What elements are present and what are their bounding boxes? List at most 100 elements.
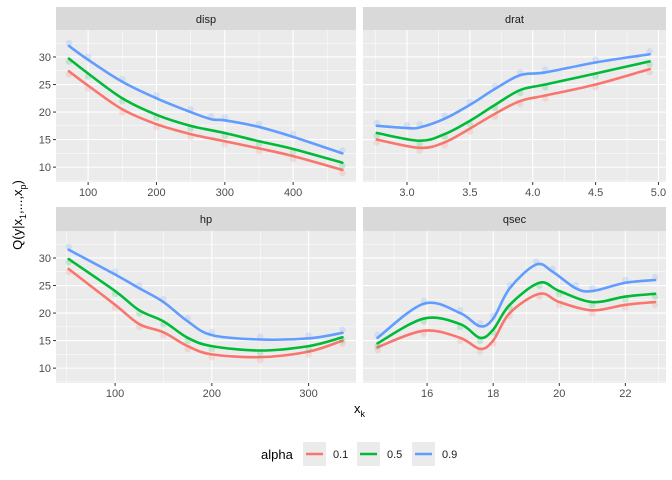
data-point [416,147,423,155]
strip-background [363,207,666,231]
data-point [456,306,464,314]
x-tick-label: 100 [79,187,97,199]
data-point [257,333,264,340]
x-tick-label: 3.0 [399,187,414,199]
data-point [257,356,264,364]
data-point [456,337,464,345]
data-point [305,332,312,339]
data-point [441,142,448,149]
data-point [489,340,497,347]
quantile-line-0.5-qsec [376,281,657,345]
data-point [651,301,659,309]
y-tick-label: 20 [39,308,51,320]
data-point [416,140,423,147]
strip-background [56,7,356,30]
data-point [187,125,194,133]
data-point [466,128,474,135]
quantile-line-0.1-hp [67,267,344,359]
data-point [592,84,599,91]
y-tick-label: 20 [39,107,51,119]
facet-hp: hp 10 15 20 25 30 100 200 300 [39,207,356,400]
x-tick-label: 20 [553,388,565,400]
data-point [536,282,543,289]
data-point [441,133,448,141]
data-point [207,113,215,120]
strip-background [363,7,666,30]
data-point [208,345,216,353]
data-point [646,48,653,55]
strip-label: disp [196,14,216,26]
data-point [491,82,499,90]
data-point [119,98,126,105]
data-point [506,304,513,311]
data-point [208,328,216,336]
data-point [339,340,346,347]
quantile-line-0.1-drat [375,67,651,150]
data-point [491,113,499,120]
data-point [65,71,73,78]
data-point [476,320,484,327]
facet-qsec: qsec 16 18 20 22 [363,207,666,400]
y-tick-label: 30 [39,52,51,64]
x-tick-label: 5.0 [651,187,666,199]
data-point [542,84,549,91]
quantile-line-0.5-drat [375,60,651,142]
data-point [506,282,513,289]
quantile-line-0.1-disp [67,70,344,172]
x-axis-title: xk [354,401,366,419]
strip-label: drat [505,14,524,26]
data-point [420,318,427,325]
data-point [111,268,119,275]
data-point [516,68,524,76]
data-point [403,121,411,129]
data-point [572,282,579,289]
x-tick-label: 22 [619,388,631,400]
data-point [476,337,484,345]
data-point [111,304,119,311]
data-point [153,123,160,131]
data-point [420,297,427,304]
data-point [646,68,653,76]
quantile-line-0.5-hp [67,257,344,352]
data-point [160,321,167,328]
legend-label: 0.9 [442,449,457,461]
data-point [339,147,346,154]
data-point [257,350,264,357]
legend: alpha 0.1 0.5 0.9 [261,442,457,466]
y-tick-label: 10 [39,363,51,375]
data-point [184,337,191,345]
legend-item-0.1: 0.1 [303,442,348,466]
data-point [65,243,72,250]
data-point [153,114,160,122]
y-tick-label: 15 [39,336,51,348]
y-tick-label: 15 [39,135,51,147]
data-point [420,330,427,337]
data-point [373,139,381,146]
data-point [489,329,497,336]
data-point [373,119,381,127]
data-point [549,265,556,272]
data-point [119,75,126,82]
data-point [489,312,497,319]
quantile-line-0.1-qsec [376,292,657,351]
strip-background [56,207,356,231]
data-point [289,130,297,138]
data-point [532,258,540,265]
data-point [556,301,563,309]
strip-label: hp [200,214,212,226]
data-point [536,293,543,300]
x-tick-label: 100 [106,388,124,400]
data-point [542,66,549,73]
quantile-line-0.9-drat [375,52,651,130]
quantile-line-0.5-disp [67,57,344,165]
data-point [491,104,499,112]
data-point [111,290,119,298]
data-point [136,310,143,317]
data-point [441,112,448,119]
data-point [136,323,143,331]
data-point [339,326,346,334]
data-point [289,148,297,156]
data-point [592,73,599,80]
x-tick-label: 200 [203,388,221,400]
data-point [187,133,194,141]
